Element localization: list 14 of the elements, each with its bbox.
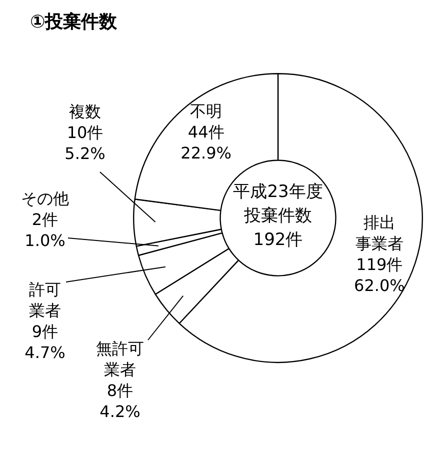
- slice-label: その他: [21, 189, 69, 208]
- data-label: 2件 1.0%: [24, 210, 66, 250]
- data-label: 44件 22.9%: [180, 122, 232, 163]
- data-label: 119件 62.0%: [354, 255, 405, 296]
- slice-label: 複数: [69, 102, 101, 122]
- slice-label: 不明: [190, 102, 222, 121]
- data-label: 8件 4.2%: [100, 381, 140, 422]
- data-label: 9件 4.7%: [24, 322, 66, 362]
- slice-label: 排出事業者: [355, 213, 404, 254]
- slice-label: 無許可業者: [96, 339, 144, 380]
- text: 平成23年度投棄件数192件: [233, 182, 323, 250]
- data-label: 10件 5.2%: [64, 123, 106, 164]
- slice-label: 許可業者: [29, 280, 61, 320]
- chart-title: ①投棄件数: [30, 12, 118, 33]
